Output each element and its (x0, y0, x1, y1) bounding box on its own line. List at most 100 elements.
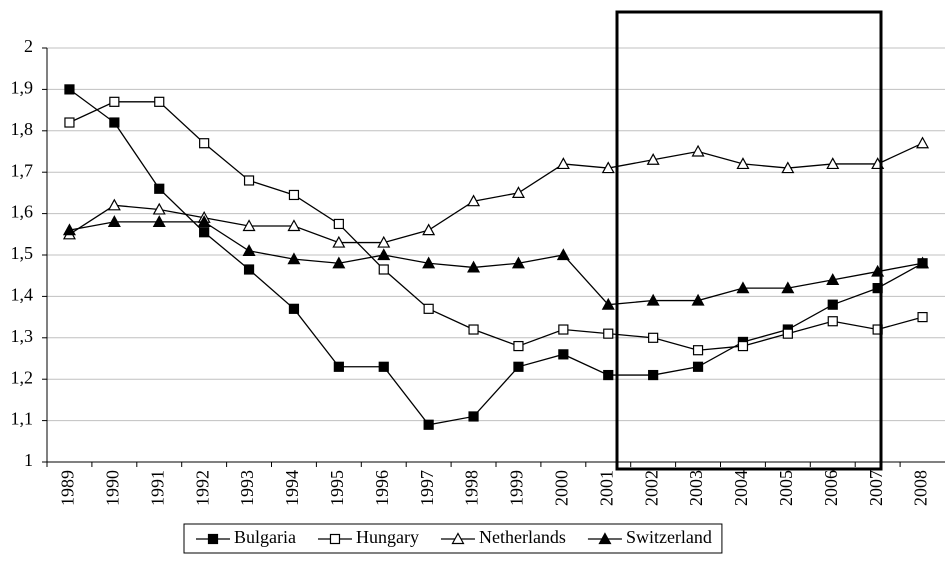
marker (243, 175, 255, 186)
marker (603, 369, 614, 381)
marker (109, 96, 120, 107)
marker (332, 256, 346, 269)
marker (916, 136, 930, 149)
marker (556, 157, 570, 170)
marker (423, 303, 434, 314)
legend-label: Switzerland (626, 527, 712, 547)
legend-label: Bulgaria (234, 527, 296, 547)
x-tick-label: 2007 (866, 470, 886, 506)
marker (152, 202, 166, 215)
marker (648, 369, 659, 381)
x-tick-label: 2004 (731, 470, 751, 506)
marker (511, 186, 525, 198)
legend-label: Hungary (356, 527, 419, 547)
marker (601, 161, 615, 174)
marker (691, 293, 705, 306)
y-tick-label: 1,9 (11, 78, 34, 98)
marker (377, 235, 391, 248)
marker (826, 273, 840, 285)
marker (333, 361, 344, 372)
x-tick-label: 1993 (237, 470, 257, 506)
y-tick-label: 1,7 (11, 160, 34, 180)
marker (64, 117, 75, 128)
marker (691, 144, 705, 157)
x-tick-label: 1990 (102, 470, 122, 506)
y-tick-label: 1,5 (11, 243, 34, 263)
marker (781, 281, 795, 294)
y-tick-label: 1,2 (11, 367, 34, 387)
x-tick-label: 2001 (596, 470, 616, 506)
marker (646, 153, 660, 165)
marker (107, 215, 121, 227)
marker (62, 223, 76, 236)
marker (558, 349, 569, 360)
x-tick-label: 2008 (911, 470, 931, 506)
marker (467, 194, 481, 207)
marker (287, 219, 301, 232)
marker (513, 340, 524, 352)
x-tick-label: 1998 (462, 470, 482, 506)
line (69, 88, 923, 426)
x-tick-label: 1997 (417, 470, 437, 506)
marker (556, 248, 570, 261)
x-tick-label: 1992 (192, 470, 212, 506)
marker (199, 227, 210, 238)
marker (692, 345, 704, 356)
y-tick-label: 1 (24, 450, 33, 470)
marker (154, 183, 165, 194)
marker (242, 219, 256, 232)
y-tick-label: 1,6 (11, 202, 34, 222)
marker (511, 256, 525, 269)
marker (467, 260, 481, 273)
marker (648, 332, 659, 343)
legend-marker (598, 532, 612, 545)
y-tick-label: 1,3 (11, 326, 34, 346)
marker (243, 264, 255, 275)
marker (692, 361, 704, 372)
marker (332, 235, 346, 248)
marker (378, 361, 389, 372)
marker (199, 138, 210, 149)
marker (107, 198, 121, 211)
x-tick-label: 1995 (327, 470, 347, 506)
line (69, 101, 923, 351)
marker (917, 312, 928, 323)
x-tick-label: 2006 (821, 470, 841, 506)
y-tick-label: 2 (24, 36, 33, 56)
marker (468, 411, 479, 422)
marker (288, 303, 300, 314)
marker (781, 161, 795, 174)
marker (513, 361, 524, 372)
x-tick-label: 1991 (147, 470, 167, 506)
marker (468, 324, 479, 335)
legend: Bulgaria Hungary Netherlands Switzerland (183, 523, 723, 554)
marker (736, 157, 750, 170)
marker (826, 157, 840, 170)
x-tick-label: 2003 (686, 470, 706, 506)
marker (288, 189, 300, 201)
marker (377, 248, 391, 261)
x-tick-label: 2002 (641, 470, 661, 506)
marker (558, 324, 569, 335)
marker (736, 281, 750, 294)
marker (422, 256, 436, 269)
marker (827, 316, 838, 327)
marker (333, 218, 344, 230)
marker (152, 215, 166, 227)
marker (64, 84, 75, 95)
line (69, 142, 923, 244)
marker (422, 223, 436, 236)
marker (154, 96, 165, 107)
x-tick-label: 1996 (372, 470, 392, 506)
legend-marker (451, 532, 465, 545)
marker (242, 244, 256, 256)
legend-box (183, 523, 723, 554)
highlight-box (615, 10, 883, 471)
marker (737, 340, 749, 352)
marker (601, 297, 615, 310)
x-tick-label: 2005 (776, 470, 796, 506)
legend-label: Netherlands (479, 527, 566, 547)
x-tick-label: 2000 (551, 470, 571, 506)
x-tick-label: 1989 (58, 470, 78, 506)
